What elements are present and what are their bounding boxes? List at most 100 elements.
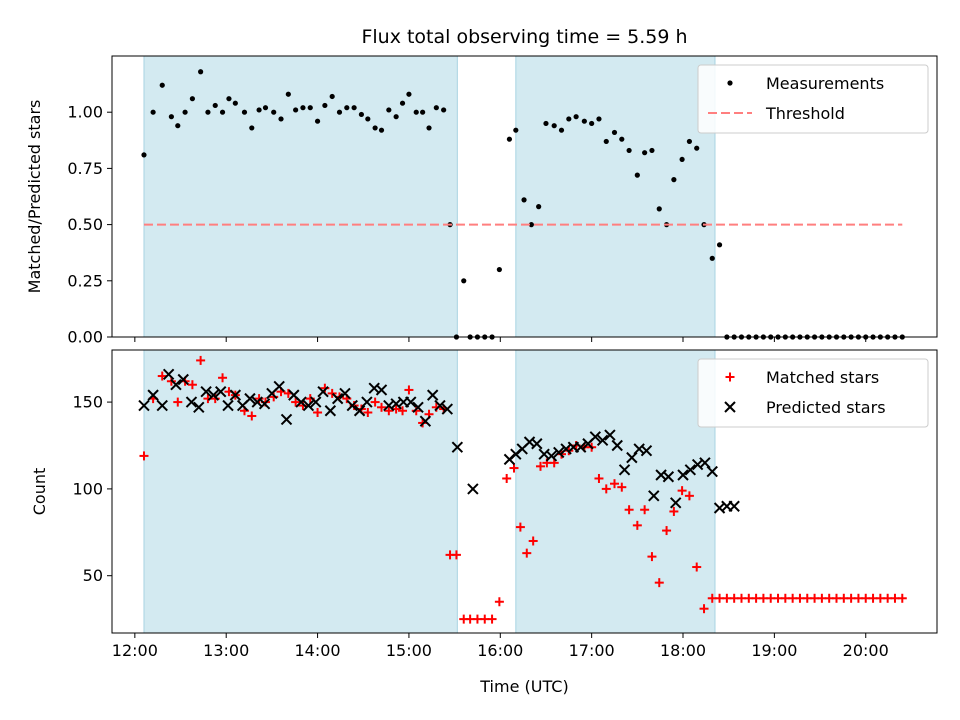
data-point [640, 444, 653, 457]
x-tick-label: 17:00 [569, 641, 615, 660]
data-point [669, 497, 682, 509]
data-point [684, 491, 694, 501]
data-point [433, 105, 439, 111]
marker-stroke [383, 399, 395, 412]
legend-point [725, 372, 735, 382]
data-point [189, 96, 195, 102]
data-point [528, 536, 538, 546]
legend: Measurements Threshold [697, 64, 929, 134]
data-point [419, 415, 432, 427]
data-point [515, 522, 525, 532]
marker-stroke [412, 401, 424, 414]
data-point [399, 100, 406, 106]
data-point [300, 105, 306, 111]
data-point [619, 136, 625, 142]
data-point [278, 116, 284, 122]
data-point [496, 266, 502, 273]
legend-box [697, 358, 929, 428]
marker-stroke [162, 368, 175, 381]
y-tick-label: 0.25 [67, 271, 103, 290]
data-point [271, 109, 277, 115]
data-point [156, 399, 168, 412]
data-point [375, 384, 388, 396]
marker-stroke [310, 396, 322, 408]
data-point [295, 396, 307, 408]
observing-window-1 [143, 349, 458, 634]
x-tick-label: 20:00 [843, 641, 889, 660]
data-point [632, 520, 642, 530]
data-point [426, 389, 439, 401]
marker-stroke [640, 444, 653, 457]
counts-panel: 12:00 13:00 14:00 15:00 16:00 17:00 18:00 19:00… [30, 349, 938, 696]
marker-stroke [177, 373, 189, 386]
marker-stroke [295, 396, 307, 408]
data-point [686, 138, 693, 145]
data-point [226, 96, 232, 102]
data-point [175, 123, 181, 129]
data-point [317, 385, 329, 398]
data-point [256, 107, 262, 113]
marker-stroke [258, 398, 271, 410]
data-point [589, 120, 595, 127]
marker-stroke [596, 434, 609, 446]
data-point [173, 397, 183, 407]
data-point [441, 107, 447, 113]
data-point [513, 127, 519, 133]
y-tick-label: 0.50 [67, 215, 103, 234]
y-tick-label: 0.00 [67, 328, 103, 347]
marker-stroke [244, 392, 256, 405]
marker-stroke [346, 399, 358, 412]
x-tick-label: 19:00 [751, 641, 797, 660]
data-point [617, 482, 627, 492]
data-point [150, 109, 156, 115]
data-point [467, 483, 479, 495]
data-point [398, 406, 408, 416]
data-point [314, 118, 321, 124]
data-point [716, 242, 723, 248]
data-point [553, 446, 565, 459]
data-point [232, 100, 238, 106]
data-point [170, 379, 182, 391]
data-point [521, 197, 527, 203]
legend-marker-measurements [727, 80, 733, 86]
data-point [207, 389, 220, 401]
marker-stroke [147, 389, 159, 401]
data-point [200, 385, 212, 398]
y-tick-label: 150 [72, 393, 103, 412]
legend-marker-predicted [724, 401, 736, 413]
legend-box [697, 64, 929, 134]
data-point [187, 380, 197, 390]
data-point [558, 127, 565, 133]
marker-stroke [324, 405, 337, 417]
data-point [378, 127, 385, 133]
data-point [313, 408, 323, 418]
data-point [147, 389, 159, 401]
data-point [327, 388, 337, 398]
data-point [370, 397, 380, 407]
data-point [656, 206, 662, 212]
marker-stroke [618, 464, 631, 476]
marker-stroke [215, 385, 227, 398]
data-point [671, 177, 677, 183]
data-point [258, 398, 271, 410]
data-point [461, 278, 467, 284]
data-point [198, 69, 204, 75]
data-point [346, 399, 358, 412]
data-point [648, 490, 660, 502]
data-point [141, 152, 147, 158]
data-point [618, 464, 631, 476]
x-tick-label: 12:00 [112, 641, 158, 660]
data-point [222, 399, 234, 412]
data-point [502, 473, 512, 483]
legend-marker-matched [725, 372, 735, 382]
data-point [543, 120, 549, 127]
marker-stroke [170, 379, 182, 391]
data-point [677, 469, 689, 481]
marker-stroke [669, 497, 682, 509]
plot-frame [111, 55, 938, 338]
data-point [699, 604, 709, 614]
data-point [322, 102, 328, 109]
marker-stroke [467, 483, 479, 495]
series-predicted-stars [138, 368, 740, 514]
